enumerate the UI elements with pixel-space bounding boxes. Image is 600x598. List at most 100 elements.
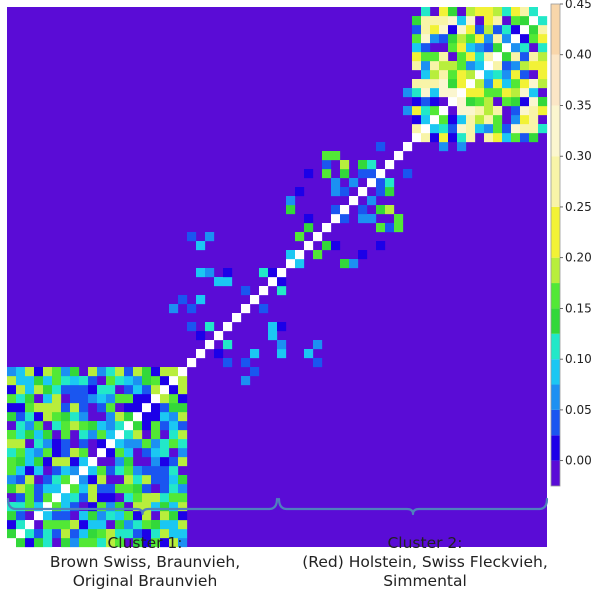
- heatmap-cell: [331, 178, 341, 188]
- heatmap-cell: [214, 277, 224, 287]
- heatmap-cell: [457, 16, 467, 26]
- heatmap-cell: [133, 430, 143, 440]
- heatmap-cell: [151, 439, 161, 449]
- heatmap-diagonal-cell: [502, 43, 512, 53]
- heatmap-cell: [160, 538, 170, 548]
- heatmap-cell: [7, 367, 17, 377]
- heatmap-diagonal-cell: [25, 520, 35, 530]
- heatmap-cell: [493, 25, 503, 35]
- heatmap-cell: [70, 421, 80, 431]
- heatmap-cell: [160, 376, 170, 386]
- heatmap-cell: [25, 412, 35, 422]
- heatmap-cell: [43, 394, 53, 404]
- heatmap-cell: [97, 367, 107, 377]
- heatmap-cell: [124, 430, 134, 440]
- heatmap-cell: [7, 457, 17, 467]
- heatmap-cell: [151, 403, 161, 413]
- heatmap-cell: [412, 79, 422, 89]
- heatmap-cell: [97, 466, 107, 476]
- heatmap-cell: [79, 439, 89, 449]
- heatmap-cell: [115, 538, 125, 548]
- heatmap-cell: [394, 223, 404, 233]
- heatmap-cell: [520, 115, 530, 125]
- heatmap-diagonal-cell: [7, 538, 17, 548]
- heatmap-cell: [34, 502, 44, 512]
- heatmap-cell: [520, 106, 530, 116]
- heatmap-diagonal-cell: [43, 502, 53, 512]
- heatmap-cell: [538, 25, 548, 35]
- heatmap-cell: [457, 43, 467, 53]
- heatmap-cell: [412, 16, 422, 26]
- heatmap-diagonal-cell: [250, 295, 260, 305]
- heatmap-cell: [448, 43, 458, 53]
- heatmap-cell: [88, 493, 98, 503]
- heatmap-cell: [538, 34, 548, 44]
- heatmap-cell: [169, 403, 179, 413]
- heatmap-cell: [142, 493, 152, 503]
- heatmap-cell: [160, 502, 170, 512]
- colorbar-segment: [551, 409, 560, 436]
- heatmap-diagonal-cell: [475, 70, 485, 80]
- heatmap-cell: [61, 403, 71, 413]
- heatmap-cell: [178, 295, 188, 305]
- colorbar-tick-label: 0.30: [565, 149, 592, 163]
- heatmap-cell: [124, 475, 134, 485]
- heatmap-cell: [538, 70, 548, 80]
- heatmap-cell: [25, 403, 35, 413]
- heatmap-cell: [70, 403, 80, 413]
- heatmap-cell: [484, 43, 494, 53]
- heatmap-cell: [169, 529, 179, 539]
- heatmap-cell: [43, 529, 53, 539]
- heatmap-cell: [25, 493, 35, 503]
- heatmap-cell: [151, 520, 161, 530]
- heatmap-cell: [115, 511, 125, 521]
- heatmap-cell: [205, 268, 215, 278]
- colorbar-tick-label: 0.00: [565, 454, 592, 468]
- heatmap-cell: [421, 88, 431, 98]
- heatmap-cell: [430, 133, 440, 143]
- heatmap-cell: [340, 259, 350, 269]
- heatmap-diagonal-cell: [484, 61, 494, 71]
- heatmap-cell: [214, 349, 224, 359]
- heatmap-cell: [61, 421, 71, 431]
- heatmap-cell: [403, 88, 413, 98]
- colorbar-tick-label: 0.15: [565, 301, 592, 315]
- heatmap-cell: [52, 421, 62, 431]
- heatmap-cell: [142, 520, 152, 530]
- heatmap-cell: [520, 97, 530, 107]
- heatmap-cell: [196, 295, 206, 305]
- heatmap-cell: [70, 394, 80, 404]
- heatmap-cell: [142, 511, 152, 521]
- heatmap-cell: [340, 214, 350, 224]
- heatmap-cell: [322, 160, 332, 170]
- heatmap-cell: [97, 430, 107, 440]
- heatmap-cell: [16, 421, 26, 431]
- cluster-2-title: Cluster 2:: [387, 534, 463, 552]
- heatmap-diagonal-cell: [97, 448, 107, 458]
- heatmap-cell: [124, 412, 134, 422]
- heatmap-cell: [133, 385, 143, 395]
- heatmap-cell: [376, 205, 386, 215]
- heatmap-cell: [502, 70, 512, 80]
- cluster-1-breeds-line2: Original Braunvieh: [72, 572, 218, 590]
- heatmap-cell: [16, 394, 26, 404]
- heatmap-cell: [115, 502, 125, 512]
- heatmap-cell: [529, 106, 539, 116]
- heatmap-cell: [34, 439, 44, 449]
- colorbar: [550, 3, 561, 487]
- heatmap-cell: [367, 169, 377, 179]
- heatmap-cell: [97, 511, 107, 521]
- heatmap-cell: [475, 79, 485, 89]
- heatmap-cell: [70, 466, 80, 476]
- heatmap-cell: [529, 61, 539, 71]
- heatmap-cell: [457, 124, 467, 134]
- heatmap-cell: [475, 124, 485, 134]
- heatmap-cell: [133, 520, 143, 530]
- heatmap-cell: [106, 376, 116, 386]
- heatmap-diagonal-cell: [88, 457, 98, 467]
- cluster-1-breeds-line1: Brown Swiss, Braunvieh,: [49, 553, 241, 571]
- heatmap-cell: [70, 493, 80, 503]
- heatmap-cell: [376, 142, 386, 152]
- heatmap-cell: [241, 376, 251, 386]
- heatmap-cell: [79, 493, 89, 503]
